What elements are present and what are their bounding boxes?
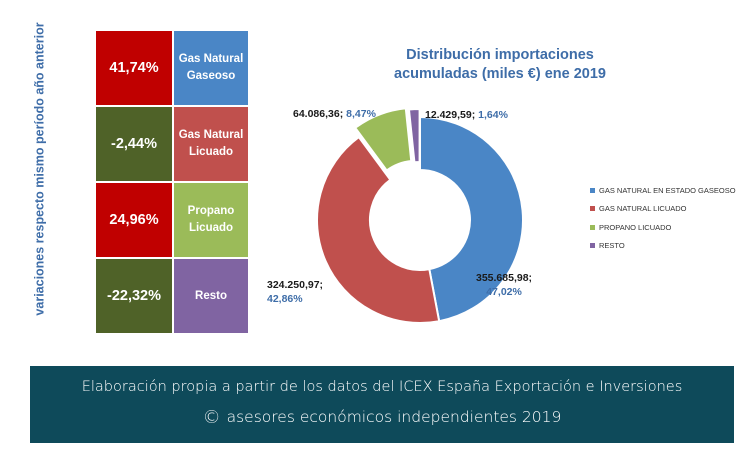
data-label-percent: 1,64%	[478, 109, 508, 121]
product-name-cell: Propano Licuado	[173, 182, 249, 258]
legend-item: RESTO	[590, 237, 736, 256]
variation-table: 41,74% Gas Natural Gaseoso -2,44% Gas Na…	[95, 30, 249, 334]
chart-legend: GAS NATURAL EN ESTADO GASEOSO GAS NATURA…	[590, 181, 736, 255]
footer-copyright-line: © asesores económicos independientes 2019	[30, 407, 734, 428]
donut-slice-gas-natural-en-estado-gaseoso	[419, 115, 524, 323]
footer-copyright-text: asesores económicos independientes 2019	[226, 408, 562, 426]
data-label-gas-licuado: 324.250,97; 42,86%	[267, 278, 323, 306]
data-label-percent: 42,86%	[267, 293, 303, 305]
legend-swatch	[590, 243, 595, 249]
legend-label: GAS NATURAL LICUADO	[599, 204, 687, 214]
data-label-value: 12.429,59;	[425, 109, 476, 121]
legend-swatch	[590, 224, 595, 230]
variation-cell: -2,44%	[95, 106, 173, 182]
data-label-percent: 8,47%	[346, 108, 376, 120]
chart-title-line-2: acumuladas (miles €) ene 2019	[394, 66, 606, 82]
copyright-icon: ©	[202, 407, 221, 428]
donut-slice-gas-natural-licuado	[316, 135, 441, 324]
data-label-value: 64.086,36;	[293, 108, 344, 120]
legend-swatch	[590, 206, 595, 212]
data-label-percent: 47,02%	[486, 286, 522, 298]
variation-cell: 24,96%	[95, 182, 173, 258]
chart-title: Distribución importaciones acumuladas (m…	[370, 46, 630, 84]
legend-label: PROPANO LICUADO	[599, 222, 672, 232]
data-label-resto: 12.429,59; 1,64%	[425, 108, 508, 122]
product-name-cell: Resto	[173, 258, 249, 334]
donut-slice-resto	[407, 108, 421, 164]
variation-cell: 41,74%	[95, 30, 173, 106]
legend-label: GAS NATURAL EN ESTADO GASEOSO	[599, 185, 736, 195]
table-row-gas-natural-gaseoso: 41,74% Gas Natural Gaseoso	[95, 30, 249, 106]
footer-source-text: Elaboración propia a partir de los datos…	[81, 379, 683, 395]
product-name-cell: Gas Natural Licuado	[173, 106, 249, 182]
legend-swatch	[590, 187, 595, 193]
legend-item: PROPANO LICUADO	[590, 218, 736, 237]
legend-label: RESTO	[599, 241, 625, 251]
chart-title-line-1: Distribución importaciones	[406, 47, 594, 63]
table-row-resto: -22,32% Resto	[95, 258, 249, 334]
data-label-value: 324.250,97;	[267, 279, 324, 291]
data-label-propano: 64.086,36; 8,47%	[293, 107, 376, 121]
variation-cell: -22,32%	[95, 258, 173, 334]
data-label-gas-gaseoso: 355.685,98; 47,02%	[476, 271, 532, 299]
donut-slice-propano-licuado	[353, 107, 413, 172]
legend-item: GAS NATURAL EN ESTADO GASEOSO	[590, 181, 736, 200]
product-name-cell: Gas Natural Gaseoso	[173, 30, 249, 106]
data-label-value: 355.685,98;	[476, 272, 533, 284]
table-row-gas-natural-licuado: -2,44% Gas Natural Licuado	[95, 106, 249, 182]
footer-banner: Elaboración propia a partir de los datos…	[30, 366, 734, 443]
legend-item: GAS NATURAL LICUADO	[590, 200, 736, 219]
table-row-propano-licuado: 24,96% Propano Licuado	[95, 182, 249, 258]
